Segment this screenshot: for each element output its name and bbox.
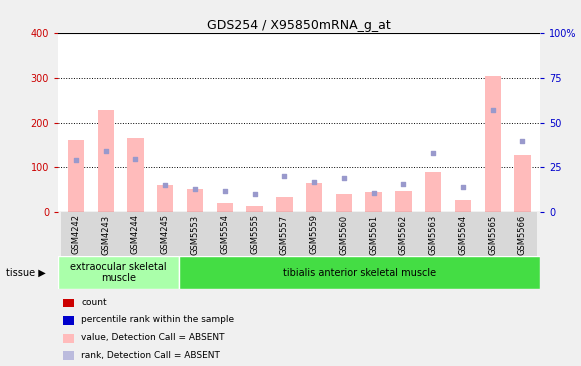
Text: GSM5561: GSM5561: [369, 214, 378, 255]
Text: value, Detection Call = ABSENT: value, Detection Call = ABSENT: [81, 333, 225, 342]
Bar: [514, 155, 530, 212]
Bar: [425, 172, 442, 212]
Bar: [98, 109, 114, 212]
Bar: [157, 186, 174, 212]
Bar: [246, 206, 263, 212]
Bar: [448, 212, 478, 256]
Text: GSM5553: GSM5553: [191, 214, 199, 255]
Text: percentile rank within the sample: percentile rank within the sample: [81, 315, 234, 324]
Point: [458, 184, 468, 190]
Text: GSM4244: GSM4244: [131, 214, 140, 254]
Point: [310, 179, 319, 185]
Bar: [455, 200, 471, 212]
Bar: [336, 194, 352, 212]
Point: [131, 156, 140, 162]
Bar: [508, 212, 537, 256]
Text: GSM5566: GSM5566: [518, 214, 527, 255]
Point: [160, 183, 170, 188]
Bar: [389, 212, 418, 256]
Text: extraocular skeletal
muscle: extraocular skeletal muscle: [70, 262, 167, 284]
Bar: [61, 212, 91, 256]
Text: GSM5560: GSM5560: [339, 214, 349, 255]
Bar: [121, 212, 150, 256]
Bar: [178, 256, 540, 289]
Bar: [187, 189, 203, 212]
Text: GSM4242: GSM4242: [71, 214, 80, 254]
Bar: [395, 191, 411, 212]
Point: [399, 181, 408, 187]
Bar: [329, 212, 358, 256]
Point: [191, 186, 200, 192]
Bar: [91, 212, 121, 256]
Point: [488, 107, 497, 113]
Point: [279, 173, 289, 179]
Bar: [68, 140, 84, 212]
Point: [339, 175, 349, 181]
Text: GSM5563: GSM5563: [429, 214, 437, 255]
Point: [518, 138, 527, 143]
Text: GSM5564: GSM5564: [458, 214, 468, 255]
Title: GDS254 / X95850mRNA_g_at: GDS254 / X95850mRNA_g_at: [207, 19, 391, 32]
Text: count: count: [81, 298, 107, 307]
Bar: [217, 203, 233, 212]
Text: GSM5554: GSM5554: [220, 214, 229, 254]
Bar: [63, 334, 74, 343]
Text: GSM5565: GSM5565: [488, 214, 497, 255]
Point: [250, 191, 259, 197]
Bar: [485, 75, 501, 212]
Text: tibialis anterior skeletal muscle: tibialis anterior skeletal muscle: [283, 268, 436, 278]
Text: GSM5555: GSM5555: [250, 214, 259, 254]
Bar: [210, 212, 240, 256]
Text: tissue ▶: tissue ▶: [6, 268, 45, 278]
Text: GSM5559: GSM5559: [310, 214, 318, 254]
Text: rank, Detection Call = ABSENT: rank, Detection Call = ABSENT: [81, 351, 220, 359]
Text: GSM5557: GSM5557: [280, 214, 289, 255]
Bar: [63, 351, 74, 360]
Bar: [270, 212, 299, 256]
Bar: [127, 138, 144, 212]
Bar: [63, 316, 74, 325]
Bar: [276, 197, 292, 212]
Bar: [358, 212, 389, 256]
Bar: [58, 256, 178, 289]
Point: [71, 157, 81, 163]
Text: GSM4245: GSM4245: [161, 214, 170, 254]
Point: [220, 188, 229, 194]
Text: GSM5562: GSM5562: [399, 214, 408, 255]
Bar: [150, 212, 180, 256]
Point: [369, 190, 378, 195]
Bar: [306, 183, 322, 212]
Bar: [478, 212, 508, 256]
Point: [101, 148, 110, 154]
Bar: [365, 192, 382, 212]
Bar: [240, 212, 270, 256]
Bar: [299, 212, 329, 256]
Point: [429, 150, 438, 156]
Bar: [418, 212, 448, 256]
Bar: [63, 299, 74, 307]
Bar: [180, 212, 210, 256]
Text: GSM4243: GSM4243: [101, 214, 110, 255]
